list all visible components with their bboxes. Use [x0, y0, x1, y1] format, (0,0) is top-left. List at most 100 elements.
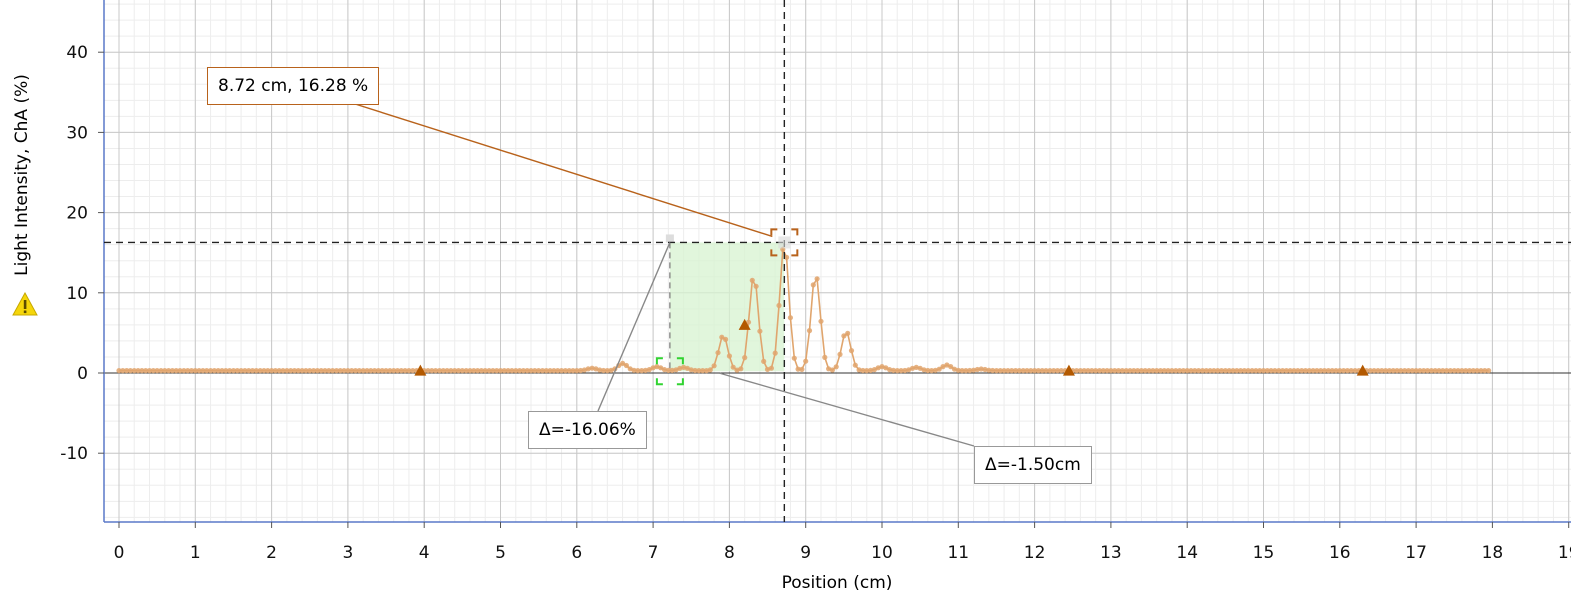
delta-x-callout[interactable]: Δ=-1.50cm	[974, 446, 1092, 484]
coordinate-callout[interactable]: 8.72 cm, 16.28 %	[207, 67, 380, 105]
data-point	[1074, 368, 1080, 374]
data-point	[1131, 368, 1137, 374]
data-point	[1154, 368, 1160, 374]
data-point	[181, 368, 187, 374]
data-point	[215, 368, 221, 374]
data-point	[131, 368, 137, 374]
y-tick-label: 30	[66, 123, 88, 143]
data-point	[776, 302, 782, 309]
x-tick-label: 5	[495, 543, 506, 563]
data-point	[120, 368, 126, 374]
data-point	[913, 364, 919, 370]
data-point	[349, 368, 355, 374]
data-point	[978, 366, 984, 372]
y-tick-label: -10	[60, 444, 88, 464]
data-point	[501, 368, 507, 374]
data-point	[330, 368, 336, 374]
data-point	[1402, 368, 1408, 374]
data-point	[898, 368, 904, 374]
delta-start-bracket	[655, 357, 684, 386]
data-point	[578, 367, 584, 374]
data-point	[1440, 368, 1446, 374]
y-axis-title: Light Intensity, ChA (%)	[12, 74, 32, 276]
data-point	[322, 368, 328, 374]
data-point	[940, 364, 946, 370]
data-point	[810, 282, 816, 288]
x-tick-label: 8	[724, 543, 735, 563]
x-tick-label: 13	[1100, 543, 1122, 563]
data-point	[517, 368, 523, 374]
data-point	[845, 330, 851, 336]
data-point	[631, 367, 637, 373]
data-point	[379, 368, 385, 374]
data-point	[711, 363, 717, 369]
data-point	[227, 368, 233, 374]
data-point	[1283, 368, 1289, 374]
delta-y-leader	[597, 242, 671, 412]
data-point	[1119, 368, 1125, 374]
data-point	[1123, 368, 1129, 374]
data-point	[1211, 368, 1217, 374]
data-point	[394, 368, 401, 374]
triangle-marker	[1062, 364, 1075, 376]
data-point	[455, 368, 462, 374]
data-point	[547, 368, 553, 374]
data-point	[391, 368, 397, 374]
data-point	[635, 368, 641, 374]
data-point	[745, 319, 752, 325]
data-point	[223, 368, 229, 374]
data-point	[1142, 368, 1148, 374]
data-point	[715, 350, 721, 356]
data-point	[1104, 368, 1110, 374]
data-point	[787, 315, 794, 321]
data-point	[761, 358, 767, 364]
data-point	[265, 368, 271, 374]
data-point	[532, 368, 538, 374]
data-point	[1096, 368, 1103, 374]
x-tick-label: 15	[1253, 543, 1275, 563]
x-tick-label: 11	[947, 543, 969, 563]
x-tick-label: 14	[1176, 543, 1198, 563]
data-point	[1306, 368, 1312, 374]
data-point	[291, 368, 298, 374]
data-point	[1001, 368, 1007, 374]
data-point	[299, 368, 305, 374]
data-point	[478, 368, 484, 374]
x-tick-label: 10	[871, 543, 893, 563]
data-point	[852, 362, 858, 368]
data-point	[490, 368, 496, 374]
data-point	[261, 368, 267, 374]
data-point	[1466, 368, 1473, 374]
data-point	[1085, 368, 1091, 374]
data-point	[257, 368, 263, 374]
data-point	[1302, 368, 1309, 374]
data-point	[726, 353, 733, 359]
triangle-marker	[1356, 364, 1369, 376]
delta-y-callout[interactable]: Δ=-16.06%	[528, 411, 647, 449]
data-point	[1394, 368, 1400, 374]
data-point	[452, 368, 458, 374]
data-point	[696, 368, 702, 374]
data-point	[1478, 368, 1484, 374]
data-point	[158, 368, 164, 374]
data-point	[1348, 368, 1354, 374]
data-point	[795, 366, 801, 372]
data-point	[482, 368, 488, 374]
data-point	[333, 368, 340, 374]
data-point	[1009, 368, 1015, 374]
data-point	[1222, 368, 1228, 374]
data-point	[169, 368, 175, 374]
data-point	[219, 368, 225, 374]
data-point	[894, 368, 900, 374]
data-point	[784, 254, 790, 260]
data-point	[574, 368, 580, 374]
data-point	[150, 368, 156, 374]
data-point	[1077, 368, 1083, 374]
data-point	[234, 368, 240, 374]
crosshair-center	[778, 236, 791, 249]
data-point	[166, 368, 172, 374]
data-point	[360, 368, 366, 374]
warning-icon[interactable]	[12, 291, 38, 316]
data-point	[974, 366, 981, 373]
data-point	[803, 358, 809, 364]
